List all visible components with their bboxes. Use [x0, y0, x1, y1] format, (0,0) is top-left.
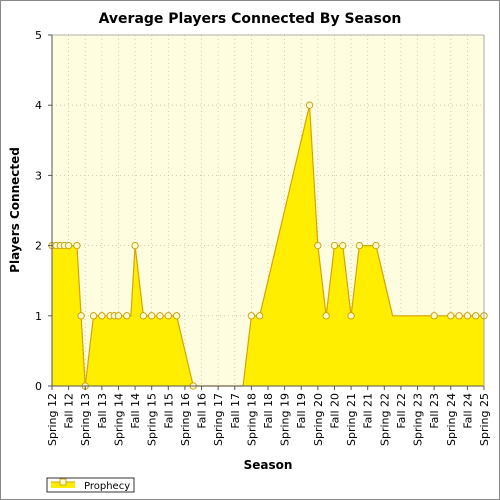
x-tick-label: Fall 16 [196, 393, 209, 429]
data-point [455, 312, 463, 320]
data-point [463, 312, 472, 320]
y-tick-label: 5 [35, 29, 42, 42]
data-point [98, 312, 106, 320]
x-tick-label: Spring 13 [79, 393, 92, 446]
chart-title: Average Players Connected By Season [99, 11, 402, 27]
data-point [73, 241, 81, 250]
x-tick-label: Fall 22 [395, 393, 408, 429]
x-tick-label: Spring 21 [345, 393, 358, 446]
y-tick-labels: 0 1 2 3 4 5 [35, 29, 52, 393]
data-point [355, 241, 364, 250]
legend-label: Prophecy [84, 481, 130, 492]
x-tick-label: Spring 15 [146, 393, 159, 446]
data-point [305, 101, 314, 109]
x-tick-label: Spring 12 [46, 393, 59, 446]
x-tick-label: Spring 14 [112, 393, 125, 446]
x-tick-label: Fall 19 [295, 393, 308, 429]
data-point [77, 312, 85, 320]
data-point [347, 312, 355, 320]
data-point [164, 312, 172, 320]
x-tick-label: Fall 13 [96, 393, 109, 429]
x-axis-label: Season [244, 458, 293, 472]
data-point [322, 312, 330, 320]
x-tick-label: Fall 18 [262, 393, 275, 429]
data-point [172, 312, 181, 320]
data-point [139, 312, 148, 320]
x-tick-label: Spring 19 [279, 393, 292, 446]
x-tick-label: Spring 25 [478, 393, 491, 446]
x-tick-label: Fall 24 [461, 393, 474, 429]
y-tick-label: 3 [35, 169, 42, 182]
x-tick-label: Fall 15 [162, 393, 175, 429]
data-point [123, 312, 131, 320]
data-point [430, 312, 438, 320]
x-tick-label: Spring 22 [378, 393, 391, 446]
y-axis-label: Players Connected [8, 147, 22, 273]
data-point [247, 312, 256, 320]
data-point [339, 241, 347, 250]
x-tick-label: Spring 20 [312, 393, 325, 446]
x-tick-label: Fall 20 [328, 393, 341, 429]
data-point [372, 241, 380, 250]
axes [51, 34, 485, 387]
x-tick-label: Spring 16 [179, 393, 192, 446]
data-point [472, 312, 480, 320]
data-point [314, 241, 322, 250]
x-tick-label: Spring 23 [412, 393, 425, 446]
y-tick-label: 2 [35, 240, 42, 253]
x-tick-label: Spring 24 [445, 393, 458, 446]
x-tick-label: Fall 17 [229, 393, 242, 429]
x-tick-label: Fall 23 [428, 393, 441, 429]
data-point [447, 312, 455, 320]
x-tick-label: Spring 18 [245, 393, 258, 446]
y-tick-label: 0 [35, 380, 42, 393]
y-tick-label: 1 [35, 310, 42, 323]
data-point [131, 241, 139, 250]
data-point [256, 312, 264, 320]
data-point [330, 241, 339, 250]
legend-marker [59, 478, 67, 486]
data-point [156, 312, 164, 320]
x-tick-label: Fall 14 [129, 393, 142, 429]
data-point [148, 312, 156, 320]
data-point [89, 312, 98, 320]
data-point [64, 241, 73, 250]
x-tick-labels: Spring 12 Fall 12 Spring 13 Fall 13 Spring 1… [46, 386, 491, 446]
x-tick-label: Spring 17 [212, 393, 225, 446]
x-tick-label: Fall 21 [362, 393, 375, 429]
data-point [114, 312, 123, 320]
x-tick-label: Fall 12 [63, 393, 76, 429]
y-tick-label: 4 [35, 99, 42, 112]
legend: Prophecy [46, 477, 135, 493]
